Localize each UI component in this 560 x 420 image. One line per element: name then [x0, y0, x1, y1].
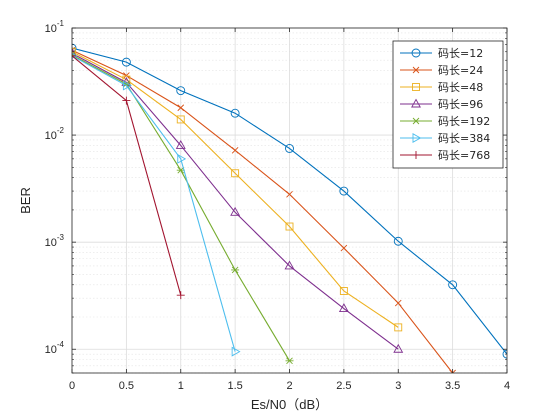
data-point [393, 236, 403, 246]
data-point [285, 144, 294, 153]
data-point [340, 244, 348, 252]
data-point [231, 266, 240, 274]
data-point [231, 147, 239, 154]
x-tick-label: 1 [178, 380, 184, 392]
data-point [339, 186, 349, 196]
y-tick-label-exponent: -3 [57, 233, 65, 242]
x-tick-label: 4 [504, 380, 510, 392]
y-tick-labels: 10-110-210-310-4 [45, 19, 65, 356]
y-tick-label: 10-4 [45, 340, 65, 356]
y-tick-label-base: 10 [45, 344, 57, 356]
data-point [502, 349, 507, 359]
series-6 [72, 51, 185, 300]
data-point [177, 153, 187, 164]
y-tick-label-exponent: -1 [57, 19, 65, 28]
data-point [122, 80, 132, 91]
data-point [394, 323, 403, 332]
data-point [72, 51, 76, 60]
x-tick-label: 3.5 [445, 380, 460, 392]
legend-label: 码长=384 [438, 132, 490, 145]
series-line [72, 52, 399, 350]
x-tick-label: 0 [69, 380, 75, 392]
series-group [72, 43, 507, 373]
data-point [338, 303, 349, 312]
data-point [393, 343, 404, 353]
data-point [285, 357, 294, 365]
data-point [123, 72, 130, 79]
data-point [412, 133, 422, 143]
data-point [231, 169, 240, 178]
x-tick-label: 2 [286, 380, 292, 392]
data-point [176, 291, 185, 300]
data-point [449, 369, 456, 373]
x-tick-label: 2.5 [336, 380, 351, 392]
data-point [72, 47, 76, 56]
data-point [412, 151, 420, 159]
y-tick-label: 10-3 [45, 233, 65, 249]
data-point [122, 96, 131, 105]
legend-label: 码长=12 [438, 47, 483, 60]
data-point [284, 260, 295, 270]
x-tick-label: 1.5 [227, 380, 242, 392]
x-axis-label: Es/N0（dB） [251, 397, 328, 412]
series-0 [72, 43, 507, 359]
data-point [411, 48, 421, 58]
legend-label: 码长=192 [438, 115, 490, 128]
legend-label: 码长=768 [438, 149, 490, 162]
data-point [230, 206, 241, 216]
data-point [230, 108, 240, 118]
tick-marks [71, 27, 508, 374]
y-axis-label: BER [18, 187, 33, 214]
series-line [72, 49, 454, 373]
legend-label: 码长=96 [438, 98, 483, 111]
data-point [285, 222, 294, 231]
data-point [72, 52, 78, 59]
data-point [72, 43, 77, 53]
series-line [72, 55, 236, 352]
legend-box [392, 40, 504, 169]
y-tick-label-base: 10 [45, 130, 57, 142]
y-tick-label: 10-1 [45, 19, 65, 35]
data-point [412, 117, 420, 125]
y-tick-label: 10-2 [45, 126, 65, 142]
series-line [72, 51, 399, 328]
x-tick-labels: 0 0.5 1 1.5 2 2.5 3 3.5 4 [69, 380, 510, 392]
series-5 [72, 52, 241, 357]
data-point [412, 83, 420, 91]
legend-label: 码长=24 [438, 64, 483, 77]
data-point [231, 346, 241, 357]
y-tick-label-base: 10 [45, 23, 57, 35]
legend: 码长=12 码长=24 码长=48 码长=96 码长=192 码长=384 码长=768 [392, 40, 504, 169]
data-point [411, 98, 421, 108]
y-tick-label-exponent: -2 [57, 126, 65, 135]
data-point [339, 287, 348, 295]
data-point [448, 280, 458, 290]
legend-label: 码长=48 [438, 81, 483, 94]
y-tick-label-base: 10 [45, 237, 57, 249]
x-tick-label: 3 [395, 380, 401, 392]
series-line [72, 47, 507, 355]
y-tick-label-exponent: -4 [57, 340, 65, 349]
data-point [394, 299, 402, 307]
x-tick-label: 0.5 [119, 380, 134, 392]
data-point [176, 86, 186, 96]
data-point [175, 140, 186, 149]
data-point [121, 57, 131, 67]
data-point [286, 190, 293, 198]
data-point [177, 104, 185, 112]
data-point [176, 115, 185, 124]
data-point [412, 66, 420, 74]
